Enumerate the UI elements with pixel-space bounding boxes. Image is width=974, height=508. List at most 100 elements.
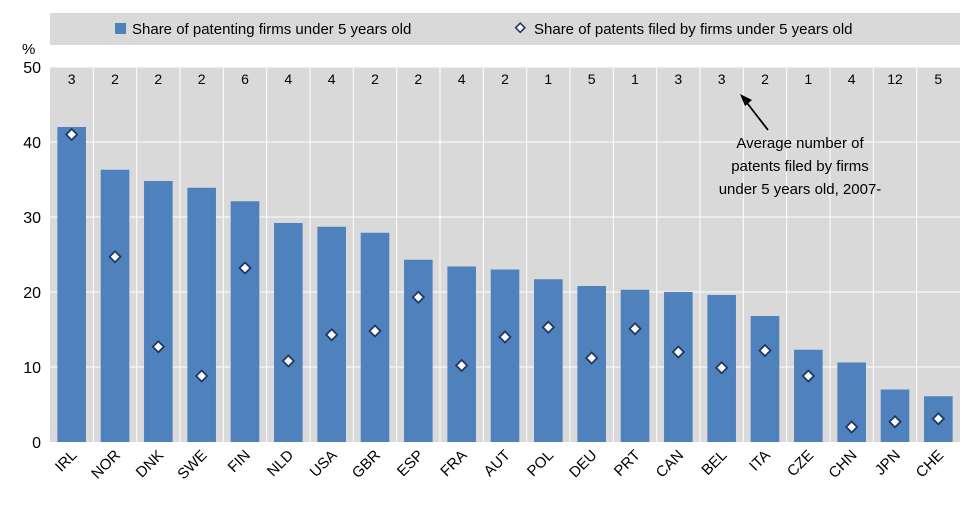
x-tick-label: JPN [872, 447, 904, 479]
bar-prt [620, 289, 650, 442]
bar-pol [534, 279, 563, 442]
bar-fin [230, 201, 260, 442]
markers [64, 127, 946, 434]
x-tick-label: FRA [437, 447, 470, 480]
marker-jpn [888, 414, 902, 429]
y-tick-label: 30 [23, 210, 41, 227]
marker-esp [411, 290, 426, 305]
count-label-aut: 2 [501, 71, 509, 87]
marker-swe [194, 369, 209, 383]
y-tick-label: 50 [23, 60, 41, 77]
bar-nor [100, 169, 130, 442]
x-tick-label: AUT [481, 447, 514, 480]
count-label-bel: 3 [718, 71, 726, 87]
legend-label-bar: Share of patenting firms under 5 years o… [132, 21, 411, 38]
x-tick-label: SWE [174, 447, 210, 483]
count-label-ita: 2 [761, 71, 769, 87]
marker-cze [801, 369, 816, 383]
marker-fin [238, 261, 252, 275]
count-label-irl: 3 [68, 71, 76, 87]
count-label-prt: 1 [631, 71, 639, 87]
marker-nld [281, 354, 296, 368]
count-label-fin: 6 [241, 71, 249, 87]
annotation-line-1: Average number of [736, 135, 864, 152]
y-tick-label: 40 [23, 135, 41, 152]
marker-aut [498, 330, 512, 344]
count-label-esp: 2 [414, 71, 422, 87]
x-axis: IRL NOR DNK SWE FIN NLD USA GBR ESP FRA AUT POL DEU P… [52, 447, 947, 483]
count-label-dnk: 2 [154, 71, 162, 87]
bar-dnk [144, 181, 173, 442]
count-label-usa: 4 [328, 71, 336, 87]
legend-background [50, 13, 960, 45]
count-label-gbr: 2 [371, 71, 379, 87]
x-tick-label: DNK [133, 447, 167, 481]
count-label-pol: 1 [544, 71, 552, 87]
x-tick-label: DEU [566, 447, 600, 481]
x-tick-label: NOR [88, 447, 124, 483]
marker-irl [64, 127, 79, 142]
x-tick-label: CHE [913, 447, 947, 481]
legend: Share of patenting firms under 5 years o… [50, 13, 960, 45]
marker-usa [324, 327, 339, 342]
bar-can [664, 292, 693, 442]
legend-swatch-bar [115, 23, 126, 34]
x-tick-label: GBR [349, 447, 384, 482]
x-tick-label: USA [307, 447, 341, 481]
count-label-fra: 4 [458, 71, 466, 87]
count-label-che: 5 [934, 71, 942, 87]
count-label-nld: 4 [284, 71, 292, 87]
x-tick-label: FIN [225, 447, 254, 476]
count-label-cze: 1 [804, 71, 812, 87]
annotation-line-2: patents filed by firms [731, 158, 869, 175]
marker-prt [628, 321, 642, 336]
marker-nor [108, 249, 122, 264]
marker-gbr [368, 324, 382, 338]
x-tick-label: IRL [52, 447, 81, 476]
marker-bel [714, 360, 729, 375]
x-tick-label: PRT [611, 447, 644, 480]
annotation-arrowhead [740, 94, 752, 106]
x-tick-label: POL [524, 447, 557, 480]
legend-swatch-marker [514, 22, 526, 34]
bars [57, 127, 953, 442]
count-label-nor: 2 [111, 71, 119, 87]
x-tick-label: ESP [394, 447, 427, 480]
marker-fra [454, 358, 469, 373]
x-tick-label: CAN [653, 447, 687, 481]
annotation: Average number of patents filed by firms… [719, 94, 882, 198]
count-label-chn: 4 [848, 71, 856, 87]
x-tick-label: NLD [264, 447, 297, 480]
count-label-deu: 5 [588, 71, 596, 87]
bar-cze [794, 349, 823, 442]
x-tick-label: CZE [784, 447, 817, 480]
bar-ita [750, 316, 780, 442]
x-tick-label: ITA [746, 447, 774, 475]
marker-ita [758, 343, 772, 358]
x-tick-label: CHN [825, 447, 860, 482]
bar-swe [187, 187, 216, 442]
y-axis-unit: % [22, 41, 35, 58]
marker-deu [584, 351, 599, 365]
legend-label-marker: Share of patents filed by firms under 5 … [534, 21, 853, 38]
bar-irl [57, 127, 86, 442]
bar-fra [447, 266, 476, 442]
y-axis: 0 10 20 30 40 50 [23, 60, 41, 452]
marker-dnk [151, 339, 166, 354]
y-tick-label: 10 [23, 360, 41, 377]
marker-can [671, 345, 686, 359]
bar-nld [274, 223, 303, 442]
count-label-swe: 2 [198, 71, 206, 87]
count-label-jpn: 12 [887, 71, 903, 87]
marker-che [931, 411, 946, 426]
marker-chn [844, 420, 859, 434]
y-tick-label: 0 [32, 435, 41, 452]
annotation-arrow-line [743, 98, 769, 131]
count-labels: 3 2 2 2 6 4 4 2 2 4 2 1 5 1 3 3 2 1 4 12 5 [68, 71, 943, 87]
annotation-line-3: under 5 years old, 2007- [719, 181, 882, 198]
bar-esp [404, 259, 433, 442]
y-tick-label: 20 [23, 285, 41, 302]
x-tick-label: BEL [698, 447, 730, 479]
marker-pol [541, 320, 556, 335]
